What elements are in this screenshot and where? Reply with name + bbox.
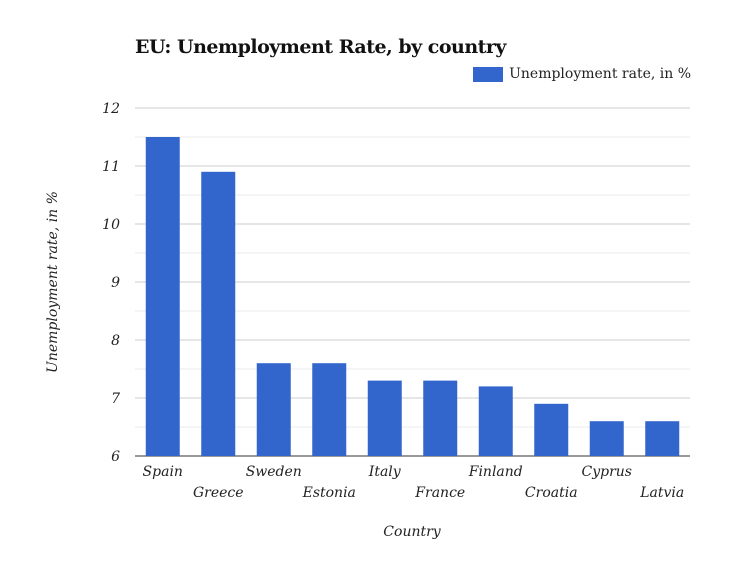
y-tick-label: 6 [111,449,120,465]
y-tick-label: 12 [102,101,120,117]
bar-greece [201,171,236,457]
x-tick-label: Spain [143,464,183,480]
bar-spain [145,137,180,456]
chart-title: EU: Unemployment Rate, by country [135,36,506,58]
bar-finland [478,386,513,456]
bar-latvia [645,421,680,456]
x-tick-label: Finland [468,464,523,480]
x-tick-label: Cyprus [582,464,632,480]
bar-estonia [312,363,347,456]
y-tick-label: 7 [111,391,120,407]
x-axis-label: Country [383,524,441,540]
bar-cyprus [589,421,624,456]
y-tick-label: 8 [111,333,120,349]
bar-sweden [256,363,291,456]
bar-france [423,380,458,456]
y-tick-label: 10 [102,217,120,233]
bar-croatia [534,403,569,456]
x-tick-label: Latvia [639,485,684,501]
y-tick-label: 11 [102,159,120,175]
x-tick-label: France [414,485,465,501]
x-tick-label: Sweden [246,464,302,480]
legend: Unemployment rate, in % [473,66,691,82]
bar-italy [367,380,402,456]
x-tick-label: Estonia [302,485,356,501]
y-tick-label: 9 [111,275,120,291]
legend-swatch [473,66,504,82]
y-axis-label: Unemployment rate, in % [45,191,61,373]
legend-label: Unemployment rate, in % [509,66,691,82]
x-tick-label: Italy [368,464,402,480]
x-tick-label: Croatia [525,485,578,501]
x-tick-label: Greece [193,485,244,501]
